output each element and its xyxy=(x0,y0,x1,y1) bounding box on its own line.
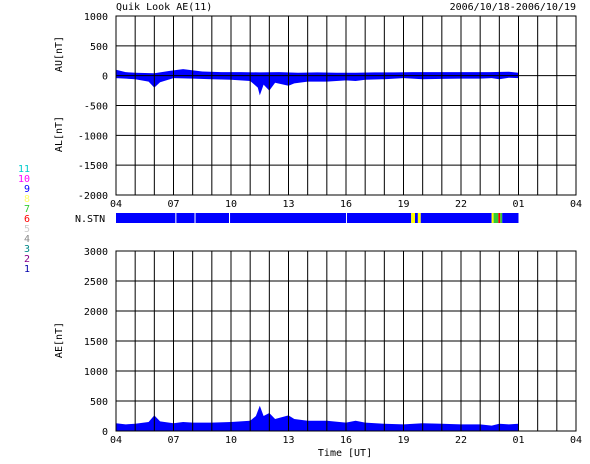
station-count-segment xyxy=(176,213,195,223)
x-tick-label: 16 xyxy=(340,435,352,446)
y-tick-label: 1500 xyxy=(84,337,108,348)
station-count-segment xyxy=(500,213,503,223)
y-tick-label: 3000 xyxy=(84,247,108,258)
x-tick-label: 22 xyxy=(455,435,467,446)
plot-frame xyxy=(115,250,577,432)
x-tick-label: 16 xyxy=(340,199,352,210)
y-tick-label: -2000 xyxy=(78,191,108,202)
y-tick-label: 2500 xyxy=(84,277,108,288)
time-axis-label: Time [UT] xyxy=(318,448,372,459)
station-count-segment xyxy=(415,213,418,223)
x-tick-label: 22 xyxy=(455,199,467,210)
station-legend-item: 8 xyxy=(24,194,30,205)
au-al-area xyxy=(116,69,519,96)
y-tick-label: -1000 xyxy=(78,131,108,142)
station-legend-item: 11 xyxy=(18,164,30,175)
y-tick-label: 0 xyxy=(102,72,108,83)
station-count-segment xyxy=(491,213,494,223)
x-tick-label: 19 xyxy=(397,199,409,210)
y-tick-label: 1000 xyxy=(84,367,108,378)
x-tick-label: 04 xyxy=(110,435,122,446)
x-tick-label: 01 xyxy=(512,199,524,210)
station-count-segment xyxy=(346,213,412,223)
station-legend-item: 6 xyxy=(24,214,30,225)
y-tick-label: 0 xyxy=(102,427,108,438)
station-count-segment xyxy=(229,213,231,223)
station-legend-item: 10 xyxy=(18,174,30,185)
y-tick-label: 500 xyxy=(90,42,108,53)
station-count-segment xyxy=(194,213,196,223)
x-tick-label: 19 xyxy=(397,435,409,446)
station-count-segment xyxy=(493,213,499,223)
x-tick-label: 10 xyxy=(225,435,237,446)
x-tick-label: 04 xyxy=(570,435,582,446)
station-count-panel xyxy=(116,213,519,223)
station-count-segment xyxy=(195,213,230,223)
station-count-segment xyxy=(417,213,421,223)
x-tick-label: 13 xyxy=(282,199,294,210)
y-tick-label: 2000 xyxy=(84,307,108,318)
station-legend-item: 5 xyxy=(24,224,30,235)
x-tick-label: 04 xyxy=(110,199,122,210)
station-legend-item: 3 xyxy=(24,244,30,255)
y-tick-label: 1000 xyxy=(84,12,108,23)
y-tick-label: -1500 xyxy=(78,161,108,172)
station-legend-item: 2 xyxy=(24,254,30,265)
x-tick-label: 10 xyxy=(225,199,237,210)
station-count-segment xyxy=(502,213,519,223)
y-tick-label: -500 xyxy=(84,102,108,113)
ae-area xyxy=(116,405,519,431)
x-tick-label: 01 xyxy=(512,435,524,446)
station-count-segment xyxy=(498,213,501,223)
chart-title: Quik Look AE(11) xyxy=(116,2,212,13)
station-count-segment xyxy=(230,213,346,223)
y-tick-label: 500 xyxy=(90,397,108,408)
station-count-segment xyxy=(116,213,176,223)
station-count-label: N.STN xyxy=(75,214,105,225)
x-tick-label: 04 xyxy=(570,199,582,210)
al-axis-label: AL[nT] xyxy=(54,116,65,152)
station-legend-item: 4 xyxy=(24,234,30,245)
station-count-segment xyxy=(175,213,177,223)
ae-axis-label: AE[nT] xyxy=(54,322,65,358)
plot-frame xyxy=(115,15,577,196)
station-count-segment xyxy=(346,213,347,223)
date-range: 2006/10/18-2006/10/19 xyxy=(450,2,576,13)
station-legend-item: 7 xyxy=(24,204,30,215)
station-count-segment xyxy=(411,213,415,223)
au-axis-label: AU[nT] xyxy=(54,36,65,72)
station-legend-item: 9 xyxy=(24,184,30,195)
x-tick-label: 07 xyxy=(167,435,179,446)
station-legend-item: 1 xyxy=(24,264,30,275)
x-tick-label: 13 xyxy=(282,435,294,446)
x-tick-label: 07 xyxy=(167,199,179,210)
station-count-segment xyxy=(420,213,492,223)
